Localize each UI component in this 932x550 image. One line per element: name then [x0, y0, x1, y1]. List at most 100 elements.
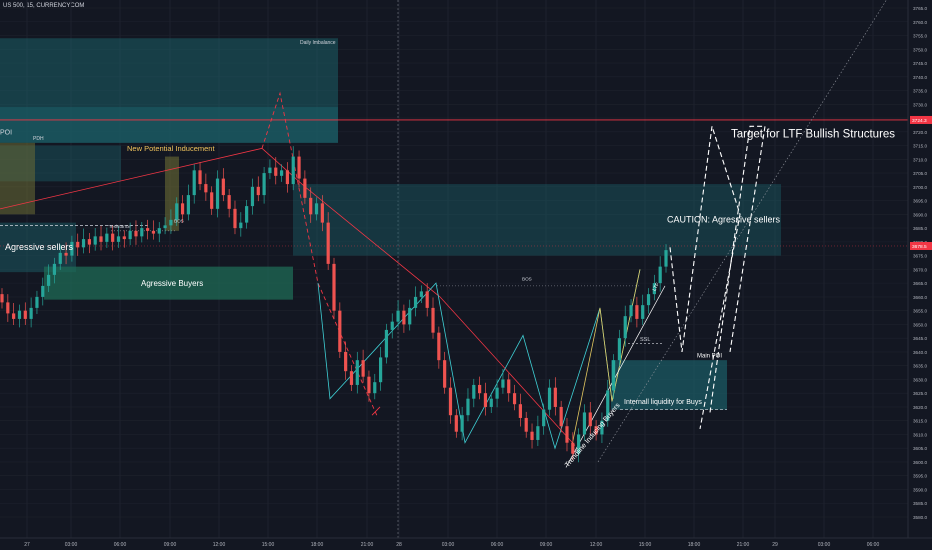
candle-body — [186, 195, 190, 215]
label-bos-2: BOS — [522, 276, 532, 281]
time-axis: 27 03:00 06:00 09:00 12:00 15:00 18:00 21:00 28 0… — [0, 537, 932, 548]
price-tick-label: 3590.0 — [913, 487, 927, 492]
price-tick-label: 3735.0 — [913, 89, 927, 94]
time-tick-label: 09:00 — [164, 542, 177, 548]
candle-body — [175, 203, 179, 220]
candle-body — [227, 195, 231, 209]
candle-body — [611, 360, 616, 391]
price-tick-label: 3720.0 — [913, 130, 927, 135]
price-tick-label: 3600.0 — [913, 460, 927, 465]
candle-body — [355, 360, 359, 385]
candle-body — [530, 431, 534, 440]
price-tick-label: 3690.0 — [913, 212, 927, 217]
candle-body — [425, 291, 429, 308]
candle-body — [495, 387, 499, 399]
candle-body — [93, 236, 97, 245]
candle-body — [314, 203, 319, 215]
label-caution-sellers: CAUTION: Agressive sellers — [667, 215, 781, 225]
time-tick-label: 15:00 — [262, 542, 275, 548]
candle-body — [629, 305, 633, 317]
candle-body — [460, 415, 464, 432]
candle-body — [233, 208, 237, 229]
candle-body — [646, 294, 651, 306]
candle-body — [542, 409, 546, 427]
price-tick-label: 3640.0 — [913, 350, 927, 355]
candle-body — [204, 184, 208, 193]
price-tick-label: 3670.0 — [913, 267, 927, 272]
red-projection — [261, 91, 379, 419]
price-tick-label: 3580.0 — [913, 515, 927, 520]
price-marker-label: 3724.3 — [912, 118, 927, 124]
price-tick-label: 3740.0 — [913, 75, 927, 80]
candle-body — [180, 203, 185, 215]
candle-body — [29, 307, 33, 319]
label-pdh: PDH — [33, 136, 44, 142]
candle-body — [151, 230, 156, 234]
label-new-inducement: New Potential Inducement — [127, 144, 215, 153]
candle-body — [285, 170, 290, 185]
candle-body — [652, 283, 656, 295]
candle-body — [553, 387, 557, 407]
time-tick-label: 27 — [24, 542, 30, 548]
candle-body — [600, 420, 604, 435]
price-tick-label: 3625.0 — [913, 391, 927, 396]
candle-body — [524, 417, 528, 432]
candle-body — [565, 426, 569, 443]
candle-body — [140, 228, 144, 237]
candle-body — [617, 338, 622, 361]
label-ssl: SSL — [640, 337, 650, 343]
candle-body — [413, 296, 418, 308]
candle-body — [17, 310, 22, 319]
candle-body — [344, 351, 348, 372]
candle-body — [23, 310, 27, 319]
time-tick-label: 29 — [772, 542, 778, 548]
candle-body — [454, 415, 458, 432]
red-arrow — [371, 406, 381, 416]
price-axis: 3580.0 3585.0 3590.0 3595.0 3600.0 3605.0 3610… — [907, 0, 932, 538]
price-tick-label: 3700.0 — [913, 185, 927, 190]
drawings — [0, 0, 908, 468]
candle-body — [332, 263, 336, 311]
time-tick-label: 18:00 — [311, 542, 324, 548]
price-tick-label: 3610.0 — [913, 432, 927, 437]
candle-body — [338, 310, 342, 352]
candle-body — [664, 250, 668, 267]
candle-body — [116, 236, 121, 242]
candle-body — [326, 222, 330, 264]
price-tick-label: 3765.0 — [913, 6, 927, 11]
candle-body — [309, 197, 313, 215]
olive-block — [0, 142, 35, 215]
candles — [0, 146, 668, 463]
time-tick-label: 18:00 — [688, 542, 701, 548]
candle-body — [46, 274, 51, 286]
price-tick-label: 3645.0 — [913, 336, 927, 341]
price-marker-box — [910, 241, 932, 250]
candle-body — [262, 173, 266, 196]
price-tick-label: 3595.0 — [913, 474, 927, 479]
candle-body — [478, 384, 482, 394]
candle-body — [157, 228, 161, 234]
candle-body — [501, 379, 505, 388]
candle-body — [6, 302, 10, 314]
price-marker-box — [910, 115, 932, 124]
candle-body — [52, 263, 57, 275]
candle-body — [635, 305, 639, 319]
candle-body — [12, 313, 16, 319]
candle-body — [87, 239, 91, 245]
label-internal-liquidity: Internall liquidity for Buys — [624, 399, 702, 406]
label-target-ltf: Target for LTF Bullish Structures — [731, 128, 895, 140]
candle-body — [431, 307, 435, 333]
label-ltf: LTF — [652, 282, 661, 292]
candle-body — [507, 379, 511, 394]
symbol-title[interactable]: US 500, 15, CURRENCYCOM — [3, 3, 85, 9]
candle-body — [291, 156, 295, 185]
candle-body — [58, 252, 62, 264]
label-agressive-sellers: Agressive sellers — [5, 242, 74, 252]
price-tick-label: 3660.0 — [913, 295, 927, 300]
label-poi: POI — [0, 130, 12, 137]
candle-body — [623, 316, 627, 339]
price-tick-label: 3755.0 — [913, 34, 927, 39]
price-tick-label: 3635.0 — [913, 364, 927, 369]
candle-body — [198, 170, 202, 185]
